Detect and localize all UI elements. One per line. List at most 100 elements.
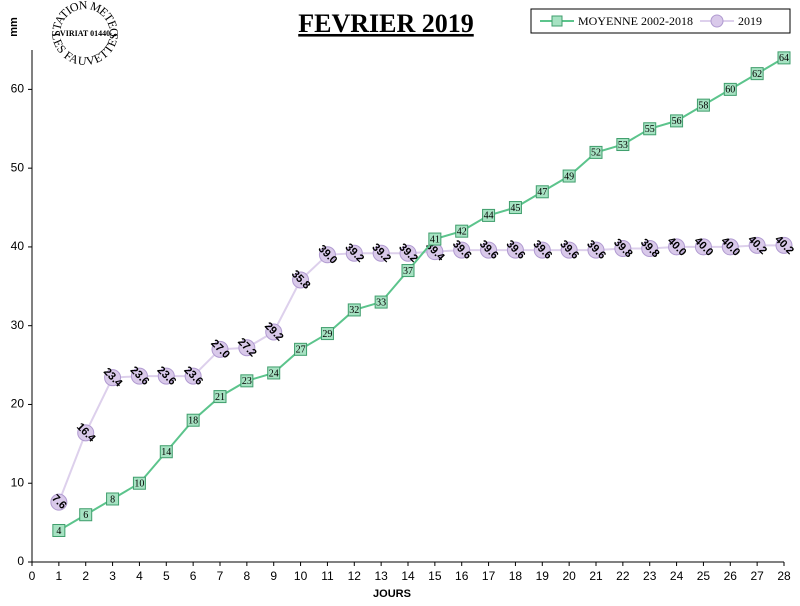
data-label: 53 bbox=[618, 140, 628, 151]
marker bbox=[213, 390, 227, 404]
x-tick-label: 7 bbox=[217, 569, 224, 583]
marker bbox=[106, 492, 120, 506]
x-tick-label: 20 bbox=[562, 569, 576, 583]
x-tick-label: 23 bbox=[643, 569, 657, 583]
x-tick-label: 18 bbox=[509, 569, 523, 583]
x-tick-label: 17 bbox=[482, 569, 496, 583]
marker bbox=[533, 241, 551, 259]
legend-label: 2019 bbox=[738, 14, 762, 28]
x-tick-label: 28 bbox=[777, 569, 791, 583]
x-tick-label: 24 bbox=[670, 569, 684, 583]
marker bbox=[480, 241, 498, 259]
data-label: 41 bbox=[430, 234, 440, 245]
data-label: 6 bbox=[83, 510, 88, 521]
marker bbox=[347, 303, 361, 317]
marker bbox=[560, 241, 578, 259]
data-label: 40.0 bbox=[665, 235, 689, 259]
data-label: 7.6 bbox=[49, 492, 68, 511]
data-label: 39.6 bbox=[531, 238, 555, 262]
legend-label: MOYENNE 2002-2018 bbox=[578, 14, 693, 28]
marker bbox=[587, 241, 605, 259]
marker bbox=[130, 367, 148, 385]
data-label: 29 bbox=[322, 329, 332, 340]
marker bbox=[267, 366, 281, 380]
y-tick-label: 30 bbox=[11, 318, 25, 332]
marker bbox=[159, 445, 173, 459]
data-label: 14 bbox=[161, 447, 171, 458]
marker bbox=[589, 145, 603, 159]
x-tick-label: 12 bbox=[348, 569, 362, 583]
marker bbox=[265, 323, 283, 341]
data-label: 18 bbox=[188, 416, 198, 427]
data-label: 24 bbox=[269, 368, 279, 379]
marker bbox=[721, 238, 739, 256]
logo: STATION METEO VIRIAT 01440 LES FAUVETTES bbox=[49, 0, 122, 68]
x-tick-label: 25 bbox=[697, 569, 711, 583]
data-label: 62 bbox=[752, 69, 762, 80]
x-tick-label: 27 bbox=[750, 569, 764, 583]
marker bbox=[320, 327, 334, 341]
y-tick-label: 50 bbox=[11, 160, 25, 174]
series-line bbox=[58, 57, 785, 532]
marker bbox=[506, 241, 524, 259]
x-tick-label: 2 bbox=[82, 569, 89, 583]
y-tick-label: 40 bbox=[11, 239, 25, 253]
marker bbox=[345, 244, 363, 262]
x-tick-label: 21 bbox=[589, 569, 603, 583]
marker bbox=[482, 208, 496, 222]
data-label: 49 bbox=[564, 171, 574, 182]
y-tick-label: 0 bbox=[17, 554, 24, 568]
data-label: 33 bbox=[376, 297, 386, 308]
legend-marker bbox=[551, 15, 563, 27]
data-label: 40.2 bbox=[772, 233, 796, 257]
y-tick-label: 10 bbox=[11, 475, 25, 489]
marker bbox=[374, 295, 388, 309]
data-label: 39.6 bbox=[504, 238, 528, 262]
marker bbox=[401, 264, 415, 278]
marker bbox=[77, 424, 95, 442]
x-tick-label: 5 bbox=[163, 569, 170, 583]
x-tick-label: 13 bbox=[374, 569, 388, 583]
x-tick-label: 14 bbox=[401, 569, 415, 583]
marker bbox=[50, 493, 68, 511]
data-label: 45 bbox=[510, 203, 520, 214]
x-tick-label: 9 bbox=[270, 569, 277, 583]
data-label: 40.0 bbox=[692, 235, 716, 259]
marker bbox=[292, 271, 310, 289]
data-label: 27 bbox=[296, 345, 306, 356]
marker bbox=[399, 244, 417, 262]
data-label: 58 bbox=[698, 100, 708, 111]
x-tick-label: 6 bbox=[190, 569, 197, 583]
data-label: 37 bbox=[403, 266, 413, 277]
y-axis-label: mm bbox=[8, 17, 20, 37]
data-label: 44 bbox=[484, 211, 494, 222]
x-tick-label: 15 bbox=[428, 569, 442, 583]
x-tick-label: 11 bbox=[321, 569, 334, 583]
marker bbox=[372, 244, 390, 262]
x-tick-label: 3 bbox=[109, 569, 116, 583]
marker bbox=[643, 122, 657, 136]
data-label: 47 bbox=[537, 187, 547, 198]
data-label: 21 bbox=[215, 392, 225, 403]
data-label: 42 bbox=[457, 226, 467, 237]
data-label: 23.6 bbox=[128, 364, 152, 388]
data-label: 39.2 bbox=[369, 241, 393, 265]
x-tick-label: 22 bbox=[616, 569, 630, 583]
data-label: 39.6 bbox=[557, 238, 581, 262]
marker bbox=[132, 476, 146, 490]
data-label: 55 bbox=[645, 124, 655, 135]
marker bbox=[616, 138, 630, 152]
data-label: 4 bbox=[56, 526, 61, 537]
x-tick-label: 0 bbox=[29, 569, 36, 583]
chart-title: FEVRIER 2019 bbox=[298, 9, 474, 38]
marker bbox=[668, 238, 686, 256]
x-tick-label: 16 bbox=[455, 569, 469, 583]
marker bbox=[696, 98, 710, 112]
data-label: 32 bbox=[349, 305, 359, 316]
data-label: 8 bbox=[110, 494, 115, 505]
data-label: 39.8 bbox=[611, 237, 635, 261]
marker bbox=[294, 342, 308, 356]
marker bbox=[157, 367, 175, 385]
data-label: 40.0 bbox=[719, 235, 743, 259]
